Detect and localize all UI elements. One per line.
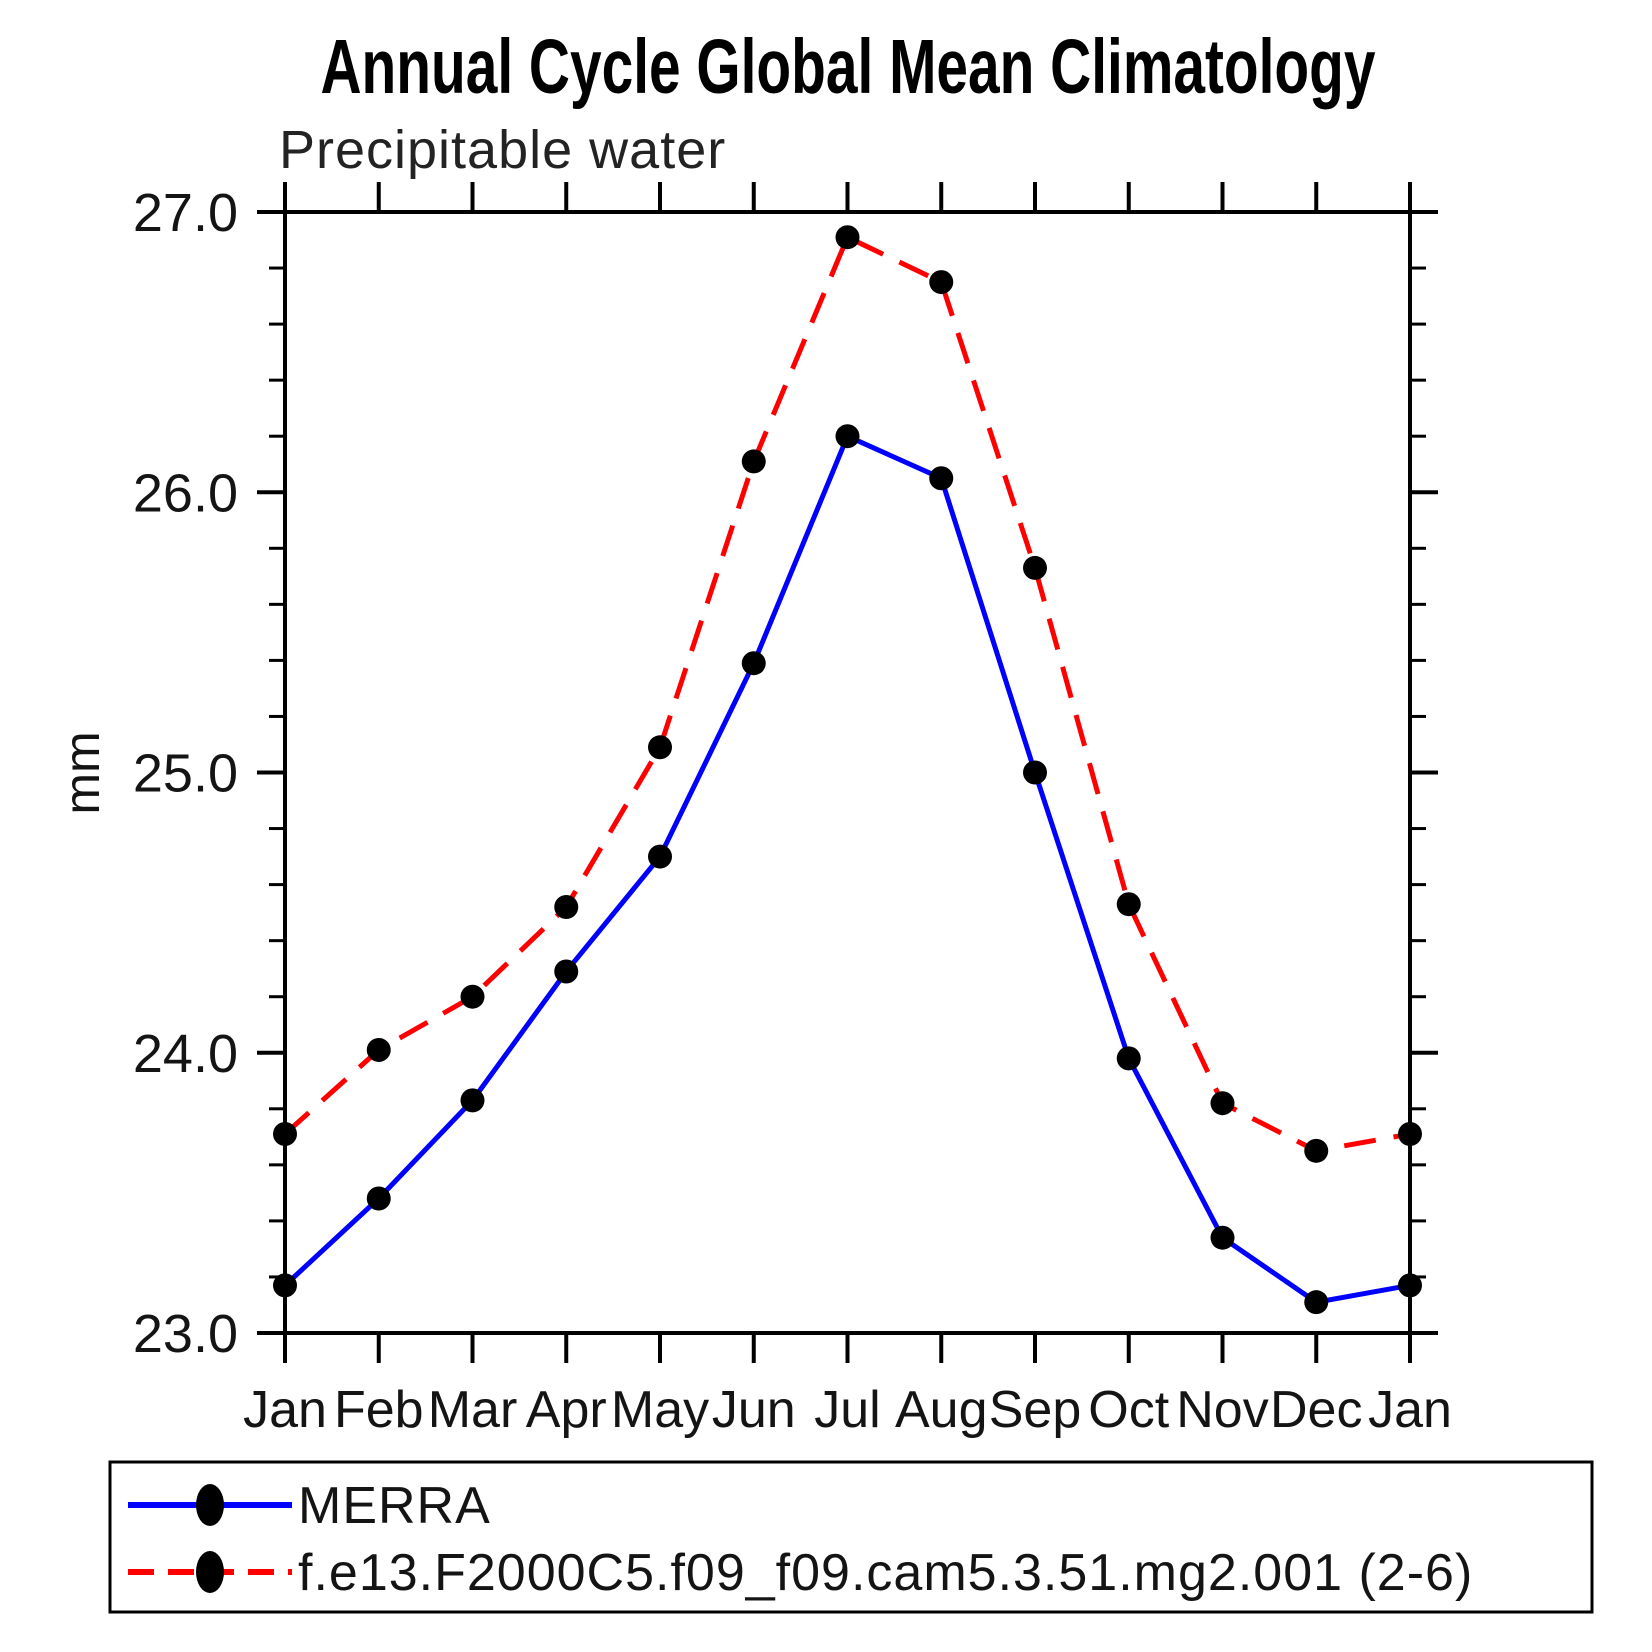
x-axis-ticks — [283, 182, 1412, 1363]
chart-subtitle: Precipitable water — [279, 120, 726, 180]
series-1-marker-dot — [460, 984, 485, 1009]
series-0-marker-dot — [741, 651, 766, 676]
x-tick-label: Mar — [428, 1381, 518, 1439]
series-1-marker-dot — [648, 735, 672, 760]
series-1-marker-dot — [1398, 1122, 1422, 1147]
series-0-marker-dot — [1304, 1290, 1329, 1315]
legend-item-0-marker-dot — [196, 1484, 224, 1526]
y-tick-label: 26.0 — [133, 463, 238, 523]
series-0-marker-dot — [273, 1273, 297, 1298]
series-1-line — [283, 233, 1411, 1154]
legend: MERRA f.e13.F2000C5.f09_f09.cam5.3.51.mg2… — [108, 1460, 1594, 1614]
x-tick-label: Sep — [989, 1381, 1082, 1439]
series-1-marker-dot — [1023, 555, 1047, 580]
y-tick-label: 25.0 — [133, 744, 238, 804]
series-0-marker-dot — [929, 466, 954, 491]
series-1-marker-dot — [554, 895, 579, 920]
y-tick-label: 23.0 — [133, 1304, 238, 1364]
series-0-marker-dot — [366, 1186, 391, 1211]
y-axis-ticks — [257, 210, 1438, 1335]
series-0-line — [283, 432, 1411, 1305]
x-tick-label: Nov — [1176, 1381, 1268, 1439]
x-tick-label: Jun — [712, 1381, 796, 1439]
x-tick-label: Feb — [334, 1381, 424, 1439]
series-0-marker-dot — [1023, 760, 1047, 785]
x-tick-label: Aug — [895, 1381, 988, 1439]
legend-item-1-label: f.e13.F2000C5.f09_f09.cam5.3.51.mg2.001 … — [298, 1544, 1473, 1602]
x-tick-label: Jul — [814, 1381, 880, 1439]
x-tick-label: Jan — [243, 1381, 327, 1439]
series-0-marker-dot — [835, 424, 860, 449]
y-tick-label: 27.0 — [133, 183, 238, 243]
series-0-marker-dot — [460, 1088, 485, 1113]
x-tick-label: Jan — [1368, 1381, 1452, 1439]
series-0-marker-dot — [554, 959, 579, 984]
series-0-marker-dot — [648, 844, 672, 869]
series-1-marker-dot — [1116, 892, 1141, 917]
series-1-marker-dot — [1210, 1091, 1235, 1116]
x-tick-label: May — [611, 1381, 709, 1439]
chart-title: Annual Cycle Global Mean Climatology — [321, 24, 1376, 110]
legend-box — [108, 1460, 1594, 1614]
axes — [283, 210, 1412, 1335]
series-1-marker-dot — [741, 449, 766, 474]
series-0-marker-dot — [1116, 1046, 1141, 1071]
series-1-marker-dot — [1304, 1138, 1329, 1163]
data-series — [273, 225, 1422, 1315]
series-1-marker-dot — [366, 1037, 391, 1062]
series-1-marker-dot — [835, 225, 860, 250]
x-axis-tick-labels: Jan Feb Mar Apr May Jun Jul Aug Sep Oct Nov Dec Jan — [243, 1381, 1452, 1439]
y-axis-label: mm — [54, 731, 110, 814]
y-tick-label: 24.0 — [133, 1024, 238, 1084]
series-0-marker-dot — [1210, 1225, 1235, 1250]
x-tick-label: Oct — [1088, 1381, 1169, 1439]
y-axis-tick-labels: 23.0 24.0 25.0 26.0 27.0 — [133, 183, 238, 1364]
plot-frame — [283, 210, 1412, 1335]
legend-item-1-marker-dot — [196, 1551, 224, 1593]
series-1-marker-dot — [929, 270, 954, 295]
x-tick-label: Dec — [1270, 1381, 1362, 1439]
x-tick-label: Apr — [526, 1381, 607, 1439]
series-0-marker-dot — [1398, 1273, 1422, 1298]
series-1-marker-dot — [273, 1122, 297, 1147]
legend-item-0-label: MERRA — [298, 1477, 491, 1535]
